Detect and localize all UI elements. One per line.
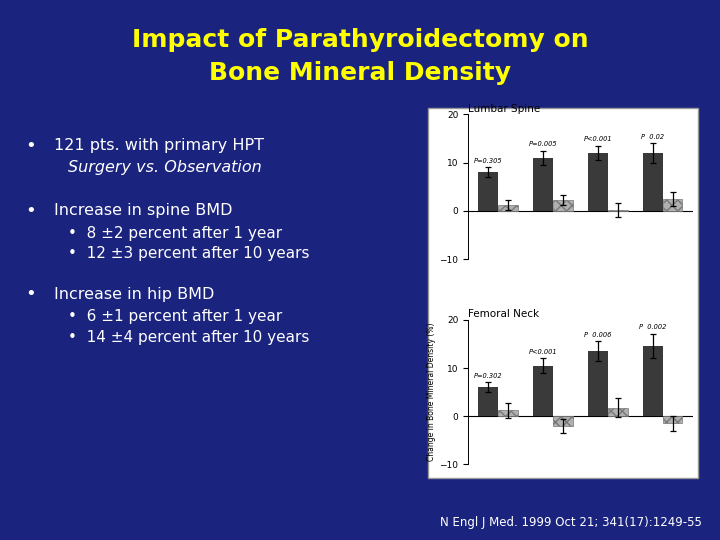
Bar [498, 410, 518, 416]
Text: •  12 ±3 percent after 10 years: • 12 ±3 percent after 10 years [68, 246, 310, 261]
Text: •  14 ±4 percent after 10 years: • 14 ±4 percent after 10 years [68, 330, 310, 345]
Bar [553, 200, 572, 211]
Text: Increase in hip BMD: Increase in hip BMD [54, 287, 215, 302]
FancyBboxPatch shape [428, 108, 698, 478]
Text: Bone Mineral Density: Bone Mineral Density [209, 61, 511, 85]
Text: P=0.005: P=0.005 [528, 141, 557, 147]
Bar [662, 416, 683, 423]
Text: •  6 ±1 percent after 1 year: • 6 ±1 percent after 1 year [68, 309, 283, 325]
Text: Increase in spine BMD: Increase in spine BMD [54, 203, 233, 218]
Text: •: • [25, 285, 36, 303]
Text: Lumbar Spine: Lumbar Spine [468, 104, 540, 114]
Y-axis label: Change in Bone Mineral Density (%): Change in Bone Mineral Density (%) [428, 323, 436, 461]
Text: Surgery vs. Observation: Surgery vs. Observation [68, 160, 262, 175]
Text: P<0.001: P<0.001 [584, 136, 612, 142]
Bar [662, 199, 683, 211]
Text: P  0.02: P 0.02 [642, 133, 665, 139]
Text: •: • [25, 137, 36, 155]
Bar [478, 387, 498, 416]
Text: P  0.002: P 0.002 [639, 325, 667, 330]
Text: Impact of Parathyroidectomy on: Impact of Parathyroidectomy on [132, 29, 588, 52]
Bar [608, 408, 628, 416]
Bar [553, 416, 572, 426]
Text: Femoral Neck: Femoral Neck [468, 309, 539, 319]
Text: 121 pts. with primary HPT: 121 pts. with primary HPT [54, 138, 264, 153]
Text: •  8 ±2 percent after 1 year: • 8 ±2 percent after 1 year [68, 226, 282, 241]
Text: N Engl J Med. 1999 Oct 21; 341(17):1249-55: N Engl J Med. 1999 Oct 21; 341(17):1249-… [440, 516, 702, 529]
Bar [533, 158, 553, 211]
Text: P=0.302: P=0.302 [474, 373, 503, 379]
Bar [588, 153, 608, 211]
Bar [643, 346, 662, 416]
Bar [643, 153, 662, 211]
Bar [478, 172, 498, 211]
Text: P<0.001: P<0.001 [528, 348, 557, 354]
Bar [498, 205, 518, 211]
Text: P  0.006: P 0.006 [584, 332, 611, 338]
Bar [608, 210, 628, 211]
Bar [588, 351, 608, 416]
Text: P=0.305: P=0.305 [474, 158, 503, 164]
Bar [533, 366, 553, 416]
Text: •: • [25, 201, 36, 220]
